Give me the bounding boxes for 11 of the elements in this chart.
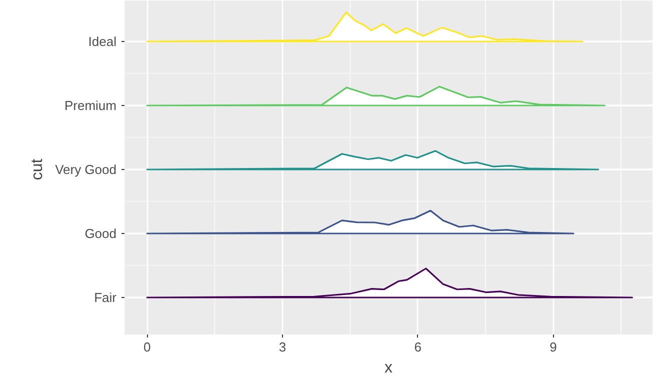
text: Premium (64, 98, 117, 113)
x-tick-label: 6 (414, 340, 422, 354)
x-tick-label: 3 (278, 340, 286, 354)
text: Very Good (55, 162, 117, 177)
x-tick-label: 9 (550, 340, 557, 354)
text: Good (84, 226, 117, 241)
text: Fair (94, 290, 118, 305)
x-axis-title: x (384, 360, 392, 376)
y-axis-title: cut (29, 158, 46, 180)
x-tick-label: 0 (143, 340, 151, 354)
text: Ideal (88, 34, 117, 49)
